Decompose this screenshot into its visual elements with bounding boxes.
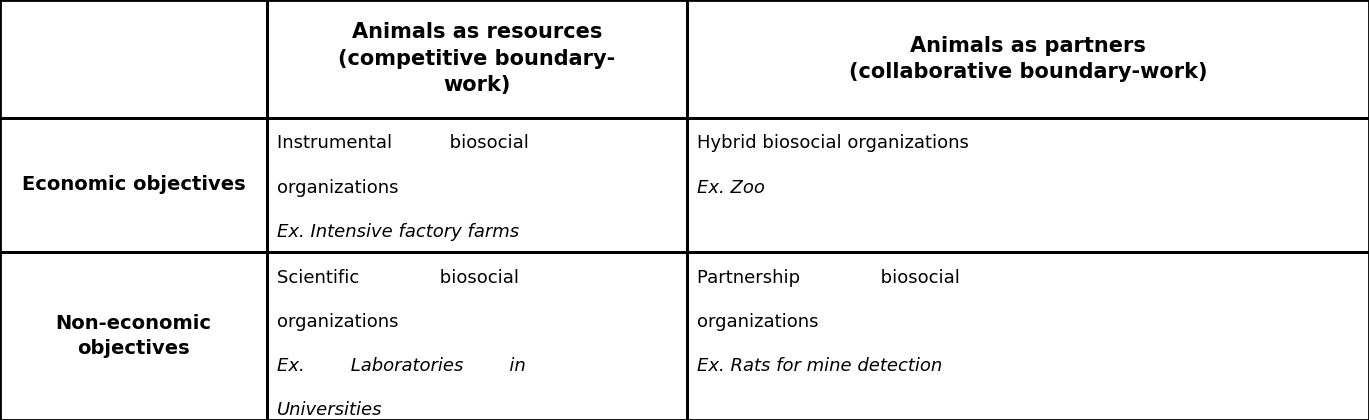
Text: Hybrid biosocial organizations: Hybrid biosocial organizations	[697, 134, 969, 152]
Bar	[687, 252, 1369, 420]
Bar	[0, 252, 267, 420]
Bar	[267, 0, 687, 118]
Text: organizations: organizations	[277, 178, 398, 197]
Text: Ex. Zoo: Ex. Zoo	[697, 178, 765, 197]
Text: Partnership              biosocial: Partnership biosocial	[697, 269, 960, 287]
Text: Economic objectives: Economic objectives	[22, 175, 245, 194]
Bar	[687, 0, 1369, 118]
Text: Universities: Universities	[277, 401, 382, 419]
Text: Instrumental          biosocial: Instrumental biosocial	[277, 134, 528, 152]
Text: Animals as resources
(competitive boundary-
work): Animals as resources (competitive bounda…	[338, 22, 616, 95]
Text: Non-economic
objectives: Non-economic objectives	[56, 314, 211, 358]
Text: Animals as partners
(collaborative boundary-work): Animals as partners (collaborative bound…	[849, 36, 1207, 82]
Bar	[267, 118, 687, 252]
Bar	[0, 118, 267, 252]
Text: organizations: organizations	[277, 313, 398, 331]
Text: Ex. Rats for mine detection: Ex. Rats for mine detection	[697, 357, 942, 375]
Text: Scientific              biosocial: Scientific biosocial	[277, 269, 519, 287]
Text: Ex. Intensive factory farms: Ex. Intensive factory farms	[277, 223, 519, 241]
Text: Ex.        Laboratories        in: Ex. Laboratories in	[277, 357, 526, 375]
Bar	[0, 0, 267, 118]
Text: organizations: organizations	[697, 313, 819, 331]
Bar	[687, 118, 1369, 252]
Bar	[267, 252, 687, 420]
